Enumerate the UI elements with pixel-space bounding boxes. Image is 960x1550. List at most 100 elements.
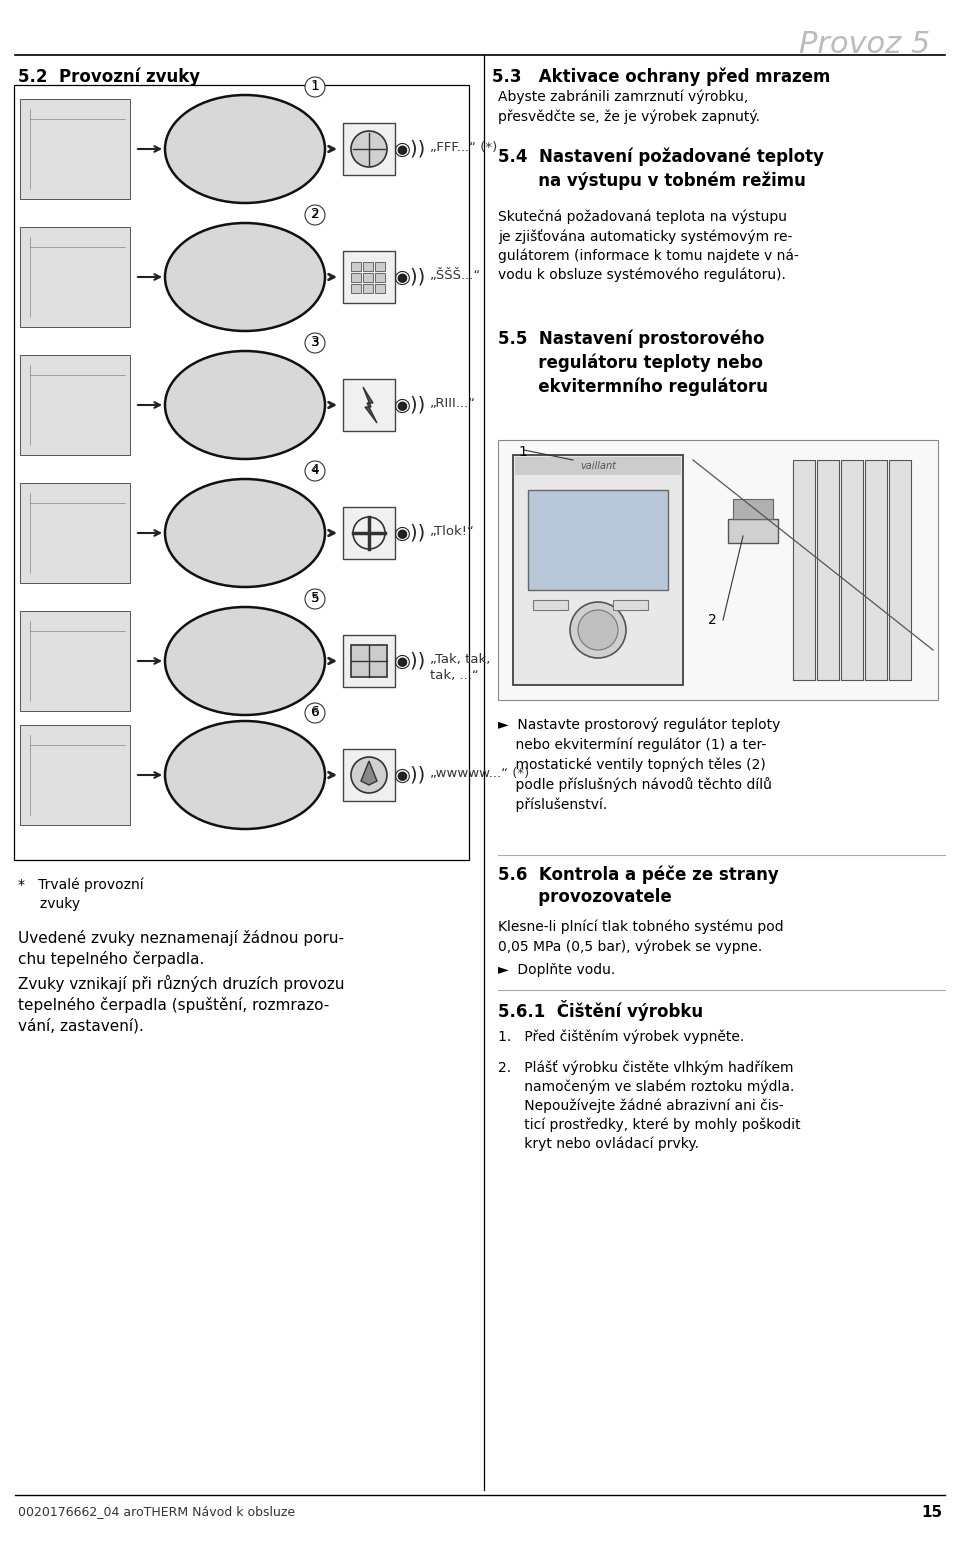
Text: „RIII...“: „RIII...“ (430, 397, 476, 411)
Circle shape (305, 333, 325, 353)
Text: 5: 5 (311, 594, 319, 604)
Circle shape (305, 460, 325, 480)
Text: 5.3   Aktivace ochrany před mrazem: 5.3 Aktivace ochrany před mrazem (492, 68, 830, 87)
Ellipse shape (165, 479, 325, 587)
Text: Abyste zabránili zamrznutí výrobku,
přesvědčte se, že je výrobek zapnutý.: Abyste zabránili zamrznutí výrobku, přes… (498, 90, 760, 124)
Text: *   Trvalé provozní
     zvuky: * Trvalé provozní zvuky (18, 877, 144, 911)
Bar (351, 273, 361, 282)
FancyBboxPatch shape (343, 380, 395, 431)
Text: 5.6  Kontrola a péče ze strany
       provozovatele: 5.6 Kontrola a péče ze strany provozovat… (498, 865, 779, 907)
FancyBboxPatch shape (343, 122, 395, 175)
Bar (375, 284, 385, 293)
Text: Skutečná požadovaná teplota na výstupu
je zjišťována automaticky systémovým re-
: Skutečná požadovaná teplota na výstupu j… (498, 209, 799, 282)
Circle shape (351, 756, 387, 794)
Text: 1: 1 (518, 445, 527, 459)
Text: „Tlok!“: „Tlok!“ (430, 525, 475, 538)
Bar (793, 460, 815, 680)
Text: 2.   Plášť výrobku čistěte vlhkým hadříkem
      namočeným ve slabém roztoku mýd: 2. Plášť výrobku čistěte vlhkým hadříkem… (498, 1060, 801, 1152)
Bar (733, 499, 773, 519)
Text: 4: 4 (311, 467, 319, 476)
Bar (528, 490, 668, 591)
Bar (20, 725, 130, 825)
Bar (363, 262, 373, 271)
Text: ◉)): ◉)) (394, 766, 426, 784)
Text: 6: 6 (311, 708, 319, 718)
Ellipse shape (165, 95, 325, 203)
Text: ◉)): ◉)) (394, 395, 426, 414)
Text: ◉)): ◉)) (394, 140, 426, 158)
Text: 15: 15 (921, 1505, 942, 1521)
Text: 0020176662_04 aroTHERM Návod k obsluze: 0020176662_04 aroTHERM Návod k obsluze (18, 1505, 295, 1517)
Text: „FFF...“ (*): „FFF...“ (*) (430, 141, 497, 153)
FancyBboxPatch shape (343, 507, 395, 560)
Text: ◉)): ◉)) (394, 268, 426, 287)
Bar (363, 273, 373, 282)
Text: 4: 4 (311, 463, 320, 477)
Bar (865, 460, 887, 680)
Polygon shape (363, 388, 377, 423)
FancyBboxPatch shape (14, 85, 469, 860)
Text: 2: 2 (311, 209, 319, 220)
Circle shape (305, 589, 325, 609)
Bar (513, 456, 683, 685)
Text: 1: 1 (311, 82, 319, 91)
Bar (20, 226, 130, 327)
Text: Uvedené zvuky neznamenají žádnou poru-
chu tepelného čerpadla.: Uvedené zvuky neznamenají žádnou poru- c… (18, 930, 344, 967)
Text: 3: 3 (311, 338, 319, 349)
FancyBboxPatch shape (343, 251, 395, 302)
Text: 1: 1 (311, 79, 320, 93)
Polygon shape (361, 761, 377, 784)
Text: Provoz 5: Provoz 5 (799, 29, 930, 59)
Text: ►  Doplňte vodu.: ► Doplňte vodu. (498, 963, 615, 976)
Bar (20, 355, 130, 456)
Circle shape (305, 78, 325, 98)
Bar (20, 99, 130, 198)
Bar (375, 273, 385, 282)
Text: ◉)): ◉)) (394, 524, 426, 542)
Text: 5: 5 (311, 591, 320, 604)
Bar (351, 284, 361, 293)
Ellipse shape (165, 223, 325, 332)
Text: 5.6.1  Čištění výrobku: 5.6.1 Čištění výrobku (498, 1000, 703, 1021)
Bar (498, 440, 938, 701)
Text: „wwwww...“ (*): „wwwww...“ (*) (430, 767, 529, 780)
Text: ►  Nastavte prostorový regulátor teploty
    nebo ekvitermíní regulátor (1) a te: ► Nastavte prostorový regulátor teploty … (498, 718, 780, 812)
Bar (841, 460, 863, 680)
Circle shape (351, 132, 387, 167)
Text: ◉)): ◉)) (394, 651, 426, 671)
Circle shape (305, 205, 325, 225)
Text: 5.4  Nastavení požadované teploty
       na výstupu v tobném režimu: 5.4 Nastavení požadované teploty na výst… (498, 147, 824, 191)
Bar (375, 262, 385, 271)
Bar (889, 460, 911, 680)
Text: Zvuky vznikají při různých druzích provozu
tepelného čerpadla (spuštění, rozmraz: Zvuky vznikají při různých druzích provo… (18, 975, 345, 1034)
Bar (363, 284, 373, 293)
Text: 6: 6 (311, 705, 320, 719)
Ellipse shape (165, 350, 325, 459)
Text: 5.2  Provozní zvuky: 5.2 Provozní zvuky (18, 68, 200, 87)
Text: 5.5  Nastavení prostorového
       regulátoru teploty nebo
       ekvitermního r: 5.5 Nastavení prostorového regulátoru te… (498, 330, 768, 395)
FancyBboxPatch shape (343, 749, 395, 801)
Bar (351, 262, 361, 271)
Bar (20, 611, 130, 711)
Bar (515, 457, 681, 474)
Text: „Tak, tak,
tak, ...“: „Tak, tak, tak, ...“ (430, 653, 491, 682)
Text: „ŠŠŠ...“: „ŠŠŠ...“ (430, 270, 481, 282)
Text: 1.   Před čištěním výrobek vypněte.: 1. Před čištěním výrobek vypněte. (498, 1031, 744, 1045)
Text: 2: 2 (708, 612, 717, 628)
Circle shape (570, 601, 626, 659)
Ellipse shape (165, 721, 325, 829)
FancyBboxPatch shape (343, 636, 395, 687)
Circle shape (305, 704, 325, 722)
Text: Klesne-li plnící tlak tobného systému pod
0,05 MPa (0,5 bar), výrobek se vypne.: Klesne-li plnící tlak tobného systému po… (498, 921, 783, 953)
Text: 3: 3 (311, 335, 320, 349)
Bar (817, 460, 839, 680)
Circle shape (578, 611, 618, 649)
Text: vaillant: vaillant (580, 460, 616, 471)
Bar (533, 600, 568, 611)
Bar (613, 600, 648, 611)
Bar (351, 645, 387, 677)
Text: 2: 2 (311, 208, 320, 222)
Bar (20, 484, 130, 583)
Ellipse shape (165, 608, 325, 715)
Bar (728, 519, 778, 542)
